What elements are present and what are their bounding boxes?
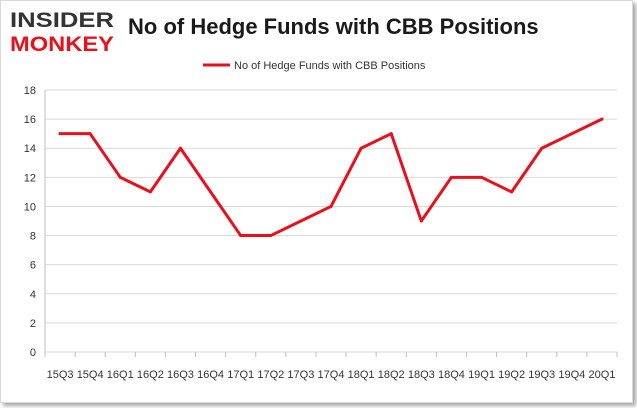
chart-title: No of Hedge Funds with CBB Positions <box>128 14 539 39</box>
data-point-15Q4 <box>88 132 92 136</box>
x-tick-label-17Q3: 17Q3 <box>287 369 314 381</box>
y-tick-label-10: 10 <box>24 201 36 213</box>
x-tick-label-18Q1: 18Q1 <box>348 369 375 381</box>
data-point-19Q4 <box>570 132 574 136</box>
legend-label: No of Hedge Funds with CBB Positions <box>234 60 426 72</box>
x-tick-label-18Q4: 18Q4 <box>438 369 465 381</box>
x-tick-label-16Q4: 16Q4 <box>197 369 224 381</box>
series-lines <box>58 117 604 238</box>
data-point-19Q2 <box>510 190 514 194</box>
y-tick-label-12: 12 <box>24 172 36 184</box>
x-tick-label-19Q3: 19Q3 <box>528 369 555 381</box>
data-point-18Q1 <box>359 146 363 150</box>
x-tick-label-15Q3: 15Q3 <box>47 369 74 381</box>
x-tick-label-19Q4: 19Q4 <box>558 369 585 381</box>
x-tick-label-17Q4: 17Q4 <box>318 369 345 381</box>
data-point-16Q1 <box>118 175 122 179</box>
x-tick-label-19Q1: 19Q1 <box>468 369 495 381</box>
data-point-18Q2 <box>389 132 393 136</box>
insider-monkey-logo: INSIDER MONKEY <box>10 9 114 56</box>
y-tick-label-6: 6 <box>30 260 36 272</box>
x-tick-label-16Q2: 16Q2 <box>137 369 164 381</box>
y-tick-label-8: 8 <box>30 231 36 243</box>
legend: No of Hedge Funds with CBB Positions <box>203 60 426 72</box>
data-point-17Q2 <box>269 234 273 238</box>
x-tick-label-19Q2: 19Q2 <box>498 369 525 381</box>
data-point-18Q4 <box>449 175 453 179</box>
data-point-16Q4 <box>209 190 213 194</box>
x-tick-label-16Q1: 16Q1 <box>107 369 134 381</box>
x-tick-label-18Q2: 18Q2 <box>378 369 405 381</box>
data-point-20Q1 <box>600 117 604 121</box>
y-tick-label-14: 14 <box>24 143 36 155</box>
x-tick-labels: 15Q3 15Q4 16Q1 16Q2 16Q3 16Q4 17Q1 17Q2 17Q3 17Q4… <box>47 369 616 381</box>
data-point-17Q3 <box>299 219 303 223</box>
x-tick-label-15Q4: 15Q4 <box>77 369 104 381</box>
x-tick-label-16Q3: 16Q3 <box>167 369 194 381</box>
x-tick-label-18Q3: 18Q3 <box>408 369 435 381</box>
x-tick-label-17Q2: 17Q2 <box>257 369 284 381</box>
y-tick-label-18: 18 <box>24 85 36 97</box>
y-tick-label-0: 0 <box>30 347 36 359</box>
axes <box>44 90 618 357</box>
logo-line1: INSIDER <box>10 9 114 32</box>
x-tick-label-20Q1: 20Q1 <box>588 369 615 381</box>
grid-lines <box>45 89 617 353</box>
y-tick-label-2: 2 <box>30 318 36 330</box>
data-point-15Q3 <box>58 132 62 136</box>
data-point-16Q2 <box>148 190 152 194</box>
data-point-18Q3 <box>419 219 423 223</box>
y-tick-labels: 0 2 4 6 8 10 12 14 16 18 <box>24 85 36 359</box>
data-point-17Q4 <box>329 204 333 208</box>
y-tick-label-4: 4 <box>30 289 36 301</box>
x-tick-label-17Q1: 17Q1 <box>227 369 254 381</box>
data-point-17Q1 <box>239 234 243 238</box>
data-point-19Q1 <box>480 175 484 179</box>
data-point-16Q3 <box>178 146 182 150</box>
logo-line2: MONKEY <box>10 33 114 56</box>
y-tick-label-16: 16 <box>24 114 36 126</box>
data-point-19Q3 <box>540 146 544 150</box>
